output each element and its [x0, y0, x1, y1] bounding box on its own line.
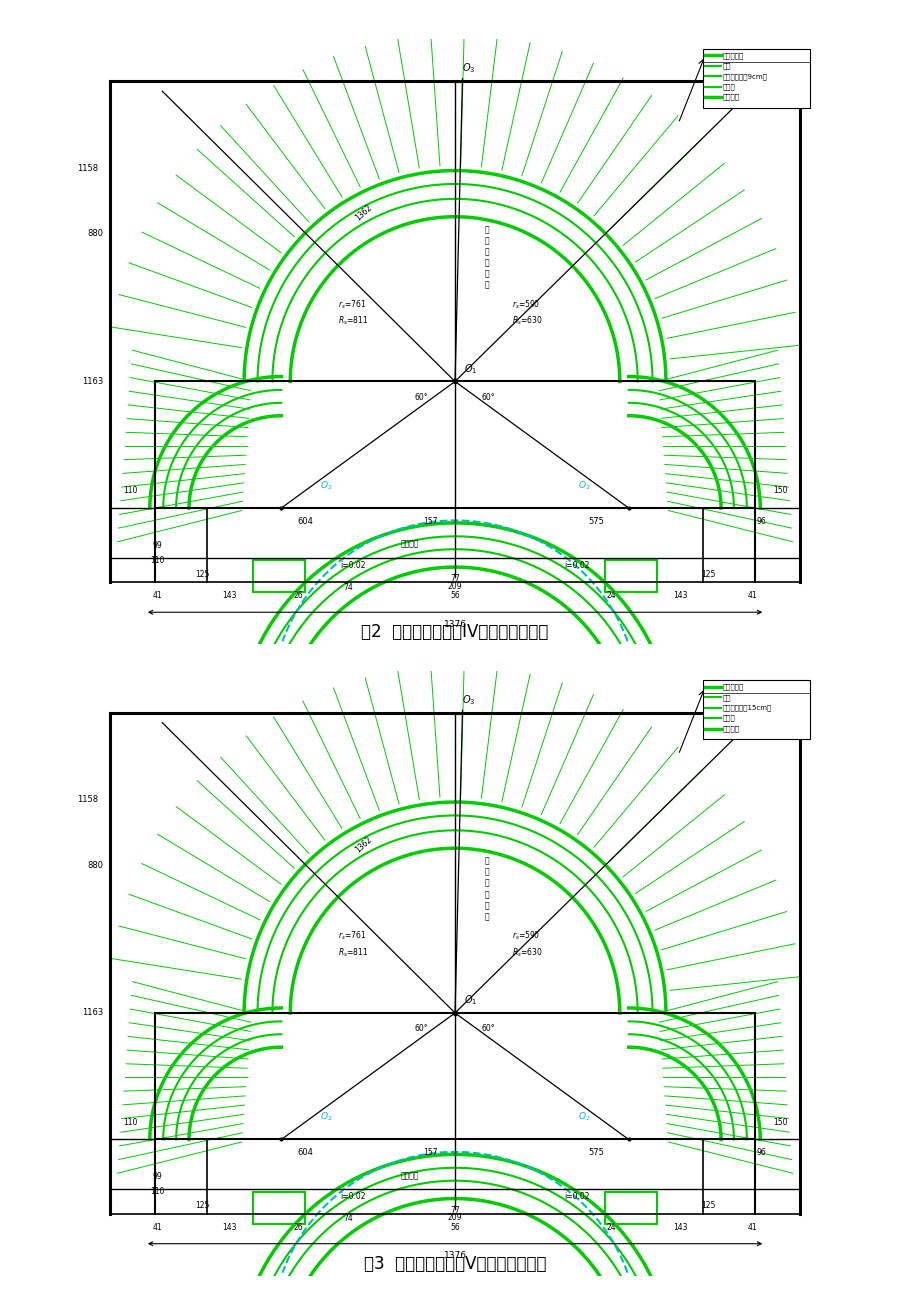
Text: 41: 41 [747, 1223, 756, 1232]
Bar [605, 1191, 656, 1224]
Text: $R_s$=630: $R_s$=630 [512, 315, 542, 327]
Text: $O_2$: $O_2$ [577, 1111, 590, 1124]
Text: 设计轨面: 设计轨面 [401, 1172, 419, 1180]
Text: 喷射: 喷射 [722, 694, 731, 700]
Bar [605, 560, 656, 592]
Text: 1362: 1362 [353, 203, 373, 223]
Text: 74: 74 [343, 583, 353, 592]
Text: i=0.02: i=0.02 [563, 561, 589, 569]
Text: 880: 880 [87, 229, 103, 238]
Text: 125: 125 [195, 1200, 209, 1210]
Text: i=0.02: i=0.02 [340, 561, 366, 569]
Text: 575: 575 [588, 517, 604, 526]
Text: 143: 143 [673, 591, 687, 600]
Text: 图2  大跨度双线隧道IV级围岩衬砌断面: 图2 大跨度双线隧道IV级围岩衬砌断面 [361, 624, 548, 641]
Text: 110: 110 [150, 556, 165, 565]
Text: 110: 110 [122, 1117, 137, 1126]
Text: 二次衬砌: 二次衬砌 [722, 725, 739, 732]
Text: 二次衬砌: 二次衬砌 [722, 94, 739, 100]
Text: 99: 99 [153, 540, 162, 549]
Text: 56: 56 [449, 591, 460, 600]
Text: 1163: 1163 [82, 1009, 103, 1017]
Text: 209: 209 [448, 1213, 461, 1223]
Text: $r_s$=761: $r_s$=761 [338, 298, 367, 311]
Bar [253, 560, 304, 592]
Text: i=0.02: i=0.02 [563, 1193, 589, 1200]
Text: 图3  大跨度双线隧道V级围岩衬砌断面: 图3 大跨度双线隧道V级围岩衬砌断面 [363, 1255, 546, 1272]
Text: 开挖轮廓线: 开挖轮廓线 [722, 684, 743, 690]
Text: 24: 24 [606, 1223, 616, 1232]
Text: 150: 150 [772, 1117, 787, 1126]
Text: 防水板: 防水板 [722, 715, 735, 721]
Text: 60°: 60° [482, 1025, 495, 1034]
Text: 1163: 1163 [82, 378, 103, 385]
Text: 150: 150 [772, 486, 787, 495]
Text: 77: 77 [449, 1206, 460, 1215]
Text: $O_2$: $O_2$ [577, 479, 590, 492]
Bar [702, 681, 809, 740]
Text: 880: 880 [87, 861, 103, 870]
Text: $R_s$=811: $R_s$=811 [338, 315, 369, 327]
Text: 1158: 1158 [77, 164, 98, 173]
Text: 99: 99 [153, 1172, 162, 1181]
Text: 26: 26 [293, 591, 303, 600]
Text: $O_1$: $O_1$ [463, 362, 477, 375]
Text: 60°: 60° [482, 393, 495, 402]
Text: 设计轨面: 设计轨面 [401, 540, 419, 548]
Text: 125: 125 [195, 569, 209, 578]
Text: 143: 143 [221, 591, 236, 600]
Text: $O_3$: $O_3$ [461, 693, 475, 707]
Text: 60°: 60° [414, 1025, 427, 1034]
Text: 衬
砌
断
面
中
线: 衬 砌 断 面 中 线 [484, 857, 489, 921]
Text: 60°: 60° [414, 393, 427, 402]
Text: 143: 143 [673, 1223, 687, 1232]
Text: 604: 604 [297, 1148, 312, 1157]
Text: 预留变形量（15cm）: 预留变形量（15cm） [722, 704, 771, 711]
Text: 125: 125 [700, 569, 715, 578]
Text: $r_s$=590: $r_s$=590 [512, 298, 539, 311]
Text: $O_3$: $O_3$ [461, 61, 475, 76]
Text: 41: 41 [747, 591, 756, 600]
Text: 41: 41 [153, 591, 162, 600]
Text: 575: 575 [588, 1148, 604, 1157]
Text: 604: 604 [297, 517, 312, 526]
Text: 衬
砌
断
面
中
线: 衬 砌 断 面 中 线 [484, 225, 489, 289]
Text: 1376: 1376 [443, 1251, 466, 1260]
Text: 209: 209 [448, 582, 461, 591]
Bar [253, 1191, 304, 1224]
Text: 开挖轮廓线: 开挖轮廓线 [722, 52, 743, 59]
Text: 77: 77 [449, 574, 460, 583]
Text: 74: 74 [343, 1215, 353, 1224]
Text: 157: 157 [423, 1148, 437, 1157]
Text: 56: 56 [449, 1223, 460, 1232]
Text: 1376: 1376 [443, 620, 466, 629]
Text: 125: 125 [700, 1200, 715, 1210]
Text: 96: 96 [756, 517, 766, 526]
Text: 110: 110 [122, 486, 137, 495]
Text: 防水板: 防水板 [722, 83, 735, 90]
Text: 41: 41 [153, 1223, 162, 1232]
Text: 110: 110 [150, 1187, 165, 1197]
Text: 预留变形量（9cm）: 预留变形量（9cm） [722, 73, 767, 79]
Text: 24: 24 [606, 591, 616, 600]
Text: 1158: 1158 [77, 796, 98, 805]
Text: $R_s$=811: $R_s$=811 [338, 947, 369, 958]
Text: 96: 96 [756, 1148, 766, 1157]
Text: $r_s$=590: $r_s$=590 [512, 930, 539, 943]
Text: $O_2$: $O_2$ [320, 1111, 332, 1124]
Text: 157: 157 [423, 517, 437, 526]
Text: $r_s$=761: $r_s$=761 [338, 930, 367, 943]
Bar [702, 49, 809, 108]
Text: 26: 26 [293, 1223, 303, 1232]
Text: i=0.02: i=0.02 [340, 1193, 366, 1200]
Text: $R_s$=630: $R_s$=630 [512, 947, 542, 958]
Text: 1362: 1362 [353, 835, 373, 854]
Text: $O_1$: $O_1$ [463, 993, 477, 1006]
Text: 143: 143 [221, 1223, 236, 1232]
Text: $O_2$: $O_2$ [320, 479, 332, 492]
Text: 喷射: 喷射 [722, 62, 731, 69]
